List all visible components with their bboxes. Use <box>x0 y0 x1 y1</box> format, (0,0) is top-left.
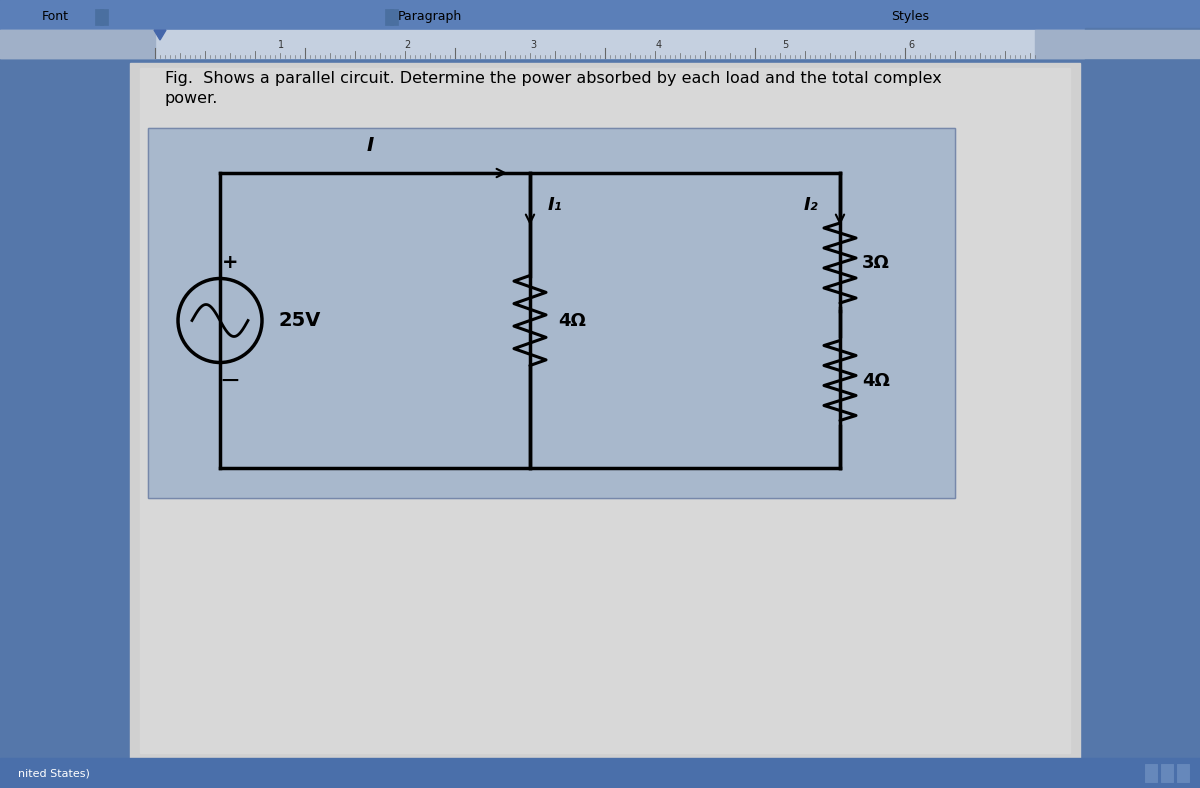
Text: Font: Font <box>42 9 70 23</box>
Text: −: − <box>220 369 240 392</box>
Text: 5: 5 <box>782 40 788 50</box>
Bar <box>148 128 955 498</box>
Text: 1: 1 <box>278 40 284 50</box>
Text: Fig.  Shows a parallel circuit. Determine the power absorbed by each load and th: Fig. Shows a parallel circuit. Determine… <box>166 70 942 86</box>
Text: 4Ω: 4Ω <box>558 311 586 329</box>
Text: 4Ω: 4Ω <box>862 371 890 389</box>
Bar <box>0 0 1200 30</box>
Polygon shape <box>154 30 166 40</box>
Bar <box>1034 30 1200 58</box>
Text: +: + <box>222 253 239 272</box>
Bar <box>140 68 1070 753</box>
Bar <box>0 30 1200 58</box>
Text: Styles: Styles <box>890 9 929 23</box>
Text: 4: 4 <box>656 40 662 50</box>
Bar <box>0 758 1200 788</box>
Text: 3: 3 <box>530 40 536 50</box>
Bar <box>1145 764 1157 782</box>
Bar <box>100 9 108 25</box>
Text: nited States): nited States) <box>18 768 90 778</box>
Bar <box>148 128 955 498</box>
Text: I: I <box>366 136 373 155</box>
Text: 6: 6 <box>908 40 914 50</box>
Text: 3Ω: 3Ω <box>862 254 890 272</box>
Bar <box>0 30 155 58</box>
Text: 25V: 25V <box>278 311 320 330</box>
Bar <box>1085 28 1200 758</box>
Bar <box>1162 764 1174 782</box>
Bar <box>130 63 1080 763</box>
Bar <box>390 9 398 25</box>
Bar <box>1177 764 1189 782</box>
Text: 2: 2 <box>404 40 410 50</box>
Text: power.: power. <box>166 91 218 106</box>
Text: I₁: I₁ <box>548 196 563 214</box>
Text: Paragraph: Paragraph <box>398 9 462 23</box>
Bar <box>385 9 394 25</box>
Text: I₂: I₂ <box>803 196 818 214</box>
Bar <box>95 9 103 25</box>
